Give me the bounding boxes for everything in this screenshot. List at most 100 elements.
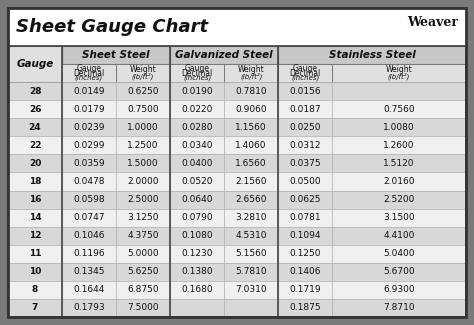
Bar <box>170 299 224 317</box>
Text: 0.1250: 0.1250 <box>290 249 321 258</box>
Text: 7.8710: 7.8710 <box>383 304 415 312</box>
Bar <box>224 281 278 299</box>
Text: 1.0080: 1.0080 <box>383 123 415 132</box>
Bar <box>224 154 278 173</box>
Text: (inches): (inches) <box>291 75 319 81</box>
Text: 5.0400: 5.0400 <box>383 249 415 258</box>
Text: 18: 18 <box>29 177 41 186</box>
Text: 0.1406: 0.1406 <box>290 267 321 276</box>
Text: 0.1793: 0.1793 <box>73 304 105 312</box>
Bar <box>170 173 224 190</box>
Bar <box>8 100 62 118</box>
Bar <box>332 299 466 317</box>
Text: 0.1094: 0.1094 <box>290 231 321 240</box>
Bar <box>170 100 224 118</box>
Text: 0.0340: 0.0340 <box>182 141 213 150</box>
Text: (lb/ft²): (lb/ft²) <box>132 72 155 80</box>
Text: 24: 24 <box>29 123 41 132</box>
Text: 0.0149: 0.0149 <box>73 87 105 96</box>
Bar <box>8 209 62 227</box>
Text: 1.2500: 1.2500 <box>128 141 159 150</box>
Text: Gauge: Gauge <box>77 64 101 72</box>
Bar <box>224 136 278 154</box>
Bar <box>170 263 224 281</box>
Text: 6.9300: 6.9300 <box>383 285 415 294</box>
Text: 0.1380: 0.1380 <box>182 267 213 276</box>
Bar <box>8 8 466 46</box>
Text: Weaver: Weaver <box>407 17 458 30</box>
Text: 0.0400: 0.0400 <box>182 159 213 168</box>
Text: (lb/ft²): (lb/ft²) <box>388 72 410 80</box>
Bar <box>116 227 170 245</box>
Text: Sheet Steel: Sheet Steel <box>82 50 150 60</box>
Text: 0.0190: 0.0190 <box>182 87 213 96</box>
Text: 22: 22 <box>29 141 41 150</box>
Text: 3.1500: 3.1500 <box>383 213 415 222</box>
Bar <box>332 209 466 227</box>
Text: 1.5000: 1.5000 <box>128 159 159 168</box>
Bar <box>224 245 278 263</box>
Bar <box>116 154 170 173</box>
Text: 0.0500: 0.0500 <box>290 177 321 186</box>
Text: 11: 11 <box>29 249 41 258</box>
Text: 0.0520: 0.0520 <box>182 177 213 186</box>
Text: 3.1250: 3.1250 <box>128 213 159 222</box>
Text: Gauge: Gauge <box>293 64 318 72</box>
Text: Decimal: Decimal <box>182 69 213 78</box>
Bar <box>62 46 170 64</box>
Bar <box>332 173 466 190</box>
Text: 5.0000: 5.0000 <box>128 249 159 258</box>
Text: 0.1046: 0.1046 <box>73 231 105 240</box>
Bar <box>332 154 466 173</box>
Text: 20: 20 <box>29 159 41 168</box>
Text: 0.1644: 0.1644 <box>73 285 105 294</box>
Text: 6.8750: 6.8750 <box>128 285 159 294</box>
Text: 5.7810: 5.7810 <box>236 267 267 276</box>
Bar <box>170 46 278 64</box>
Text: 5.6250: 5.6250 <box>128 267 159 276</box>
Bar <box>116 245 170 263</box>
Bar <box>170 227 224 245</box>
Bar <box>170 154 224 173</box>
Bar <box>8 227 62 245</box>
Bar <box>278 100 332 118</box>
Text: 1.6560: 1.6560 <box>236 159 267 168</box>
Text: 4.5310: 4.5310 <box>236 231 267 240</box>
Bar <box>332 263 466 281</box>
Bar <box>278 227 332 245</box>
Text: 28: 28 <box>29 87 41 96</box>
Bar <box>8 299 62 317</box>
Bar <box>224 64 278 82</box>
Text: Weight: Weight <box>130 65 156 74</box>
Bar <box>170 281 224 299</box>
Bar <box>8 136 62 154</box>
Text: 7.0310: 7.0310 <box>236 285 267 294</box>
Text: 0.7560: 0.7560 <box>383 105 415 114</box>
Text: 0.0478: 0.0478 <box>73 177 105 186</box>
Bar <box>116 299 170 317</box>
Bar <box>278 46 466 64</box>
Bar <box>8 190 62 209</box>
Bar <box>62 82 116 100</box>
Bar <box>62 136 116 154</box>
Text: 0.0156: 0.0156 <box>290 87 321 96</box>
Bar <box>8 154 62 173</box>
Bar <box>116 281 170 299</box>
Text: 0.0220: 0.0220 <box>182 105 213 114</box>
Text: 0.1196: 0.1196 <box>73 249 105 258</box>
Text: Sheet Gauge Chart: Sheet Gauge Chart <box>16 18 208 36</box>
Text: 5.6700: 5.6700 <box>383 267 415 276</box>
Text: 0.0250: 0.0250 <box>290 123 321 132</box>
Bar <box>332 136 466 154</box>
Text: Stainless Steel: Stainless Steel <box>329 50 416 60</box>
Text: 1.0000: 1.0000 <box>128 123 159 132</box>
Bar <box>224 118 278 136</box>
Bar <box>278 263 332 281</box>
Bar <box>224 100 278 118</box>
Text: Gauge: Gauge <box>17 59 54 69</box>
Text: 0.0790: 0.0790 <box>182 213 213 222</box>
Bar <box>8 46 466 317</box>
Bar <box>170 190 224 209</box>
Text: 2.0000: 2.0000 <box>128 177 159 186</box>
Text: 2.6560: 2.6560 <box>236 195 267 204</box>
